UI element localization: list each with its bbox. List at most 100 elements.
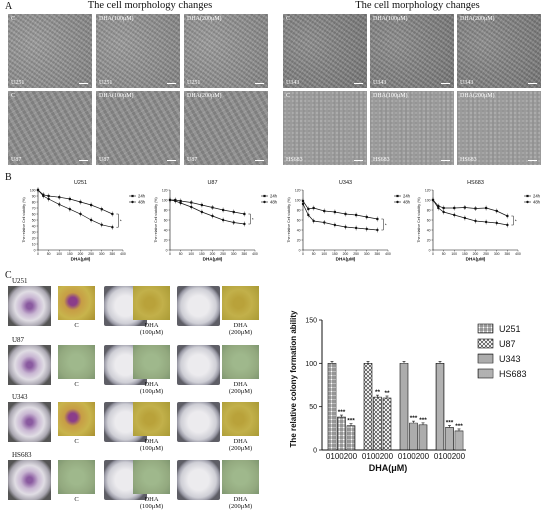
y-tick-label: 80 (164, 208, 168, 212)
micrograph-condition-label: DHA(200μM) (187, 93, 222, 99)
micrograph-condition-label: C (286, 16, 291, 22)
viability-chart-u87: U87 0 20 40 60 80 100 120 0 50 100 150 200 250 300 350 4… (154, 180, 278, 262)
colony-dish-image (8, 345, 51, 385)
x-tick-label: 400 (385, 252, 391, 256)
micrograph-condition-label: DHA(200μM) (460, 93, 495, 99)
chart-title: U87 (207, 180, 217, 186)
data-point-48h (179, 201, 182, 205)
y-axis-label: The relative Cell viability (%) (417, 197, 421, 242)
colony-cell-line-label: U251 (12, 277, 28, 285)
micrograph-cell-line-label: U251 (99, 80, 113, 86)
x-tick-label: 200 (210, 252, 216, 256)
micrograph-tile: C U251 (8, 14, 92, 88)
data-point-48h (474, 219, 477, 223)
data-point-24h (301, 199, 305, 203)
panel-a-letter: A (5, 1, 13, 12)
scale-bar (167, 83, 176, 84)
chart-title: U343 (339, 180, 352, 186)
data-point-48h (323, 221, 326, 224)
data-point-24h (68, 197, 71, 201)
x-tick-label: 200 (473, 252, 479, 256)
colony-condition-label: DHA (100μM) (139, 381, 164, 395)
data-point-24h (485, 206, 488, 210)
x-tick-label: 350 (242, 252, 248, 256)
panel-b-letter: B (5, 172, 12, 183)
x-axis-label: DHA(μM) (336, 257, 356, 262)
data-point-24h (495, 209, 498, 213)
data-point-48h (437, 206, 440, 210)
bar-U251-0 (327, 363, 337, 451)
x-tick-label: 100 (188, 252, 194, 256)
y-tick-label: 150 (305, 318, 317, 325)
viability-chart-hs683: HS683 0 20 40 60 80 100 120 0 50 100 150 200 250 300 35… (417, 180, 541, 262)
y-tick-label: 20 (164, 238, 168, 242)
micrograph-cell-line-label: U343 (286, 80, 300, 86)
bar-U343-0 (399, 363, 409, 451)
x-tick-label: 400 (252, 252, 258, 256)
data-point-24h (232, 210, 235, 214)
data-point-24h (312, 206, 315, 210)
y-tick-label: 0 (166, 248, 168, 252)
x-axis-label: DHA(μM) (369, 463, 408, 473)
data-point-48h (453, 213, 456, 217)
y-tick-label: 120 (425, 188, 431, 192)
scale-bar (441, 83, 450, 84)
data-point-48h (89, 218, 93, 222)
legend-label: HS683 (499, 369, 527, 379)
colony-cell-line-label: HS683 (12, 451, 32, 459)
bar-HS683-200 (454, 430, 464, 451)
y-tick-label: 60 (297, 218, 301, 222)
bar-U251-100 (337, 416, 346, 451)
y-tick-label: 60 (427, 218, 431, 222)
panel-a-left-title: The cell morphology changes (87, 0, 213, 11)
significance-annotation: * (120, 219, 122, 224)
colony-condition-label: DHA (100μM) (139, 322, 164, 336)
bar-U343-100 (409, 422, 418, 451)
legend-marker (263, 194, 266, 198)
colony-zoom-image (133, 402, 170, 436)
colony-zoom-image (58, 345, 95, 379)
scale-bar (255, 160, 264, 161)
colony-zoom-image (58, 286, 95, 320)
micrograph-tile: C U87 (8, 91, 92, 165)
data-point-24h (79, 200, 82, 204)
y-tick-label: 100 (30, 188, 36, 192)
scale-bar (441, 160, 450, 161)
data-point-24h (474, 207, 477, 210)
x-tick-label: 350 (505, 252, 511, 256)
significance-stars: *** (455, 423, 463, 430)
y-tick-label: 100 (162, 198, 168, 202)
y-axis-label: The relative Cell viability (%) (154, 197, 158, 242)
data-point-48h (463, 216, 467, 220)
y-tick-label: 30 (32, 230, 36, 234)
micrograph-tile: DHA(200μM) U87 (184, 91, 268, 165)
legend-swatch (477, 353, 494, 364)
x-tick-label: 100 (451, 252, 457, 256)
y-tick-label: 40 (427, 228, 431, 232)
data-point-24h (243, 212, 246, 216)
y-axis-label: The relative Cell viability (%) (22, 197, 26, 242)
y-tick-label: 100 (425, 198, 431, 202)
x-tick-label: 0 (432, 252, 434, 256)
legend-swatch (477, 368, 494, 379)
bar-HS683-100 (445, 427, 454, 451)
x-tick-label: 100 (56, 252, 62, 256)
micrograph-cell-line-label: U251 (11, 80, 25, 86)
data-point-48h (47, 197, 50, 201)
y-axis-label: The relative colony formation ability (289, 310, 298, 447)
data-point-24h (307, 207, 310, 211)
data-point-48h (36, 188, 40, 192)
significance-stars: *** (347, 418, 355, 425)
data-point-24h (506, 214, 509, 218)
data-point-48h (100, 223, 103, 226)
data-point-48h (79, 212, 82, 216)
micrograph-condition-label: C (11, 16, 16, 22)
legend-label: 48h (270, 200, 278, 205)
data-point-48h (111, 226, 114, 229)
data-point-48h (190, 205, 193, 209)
micrograph-tile: DHA(100μM) U87 (96, 91, 180, 165)
micrograph-condition-label: DHA(100μM) (373, 16, 408, 22)
micrograph-cell-line-label: U251 (187, 80, 201, 86)
data-point-24h (222, 208, 225, 212)
